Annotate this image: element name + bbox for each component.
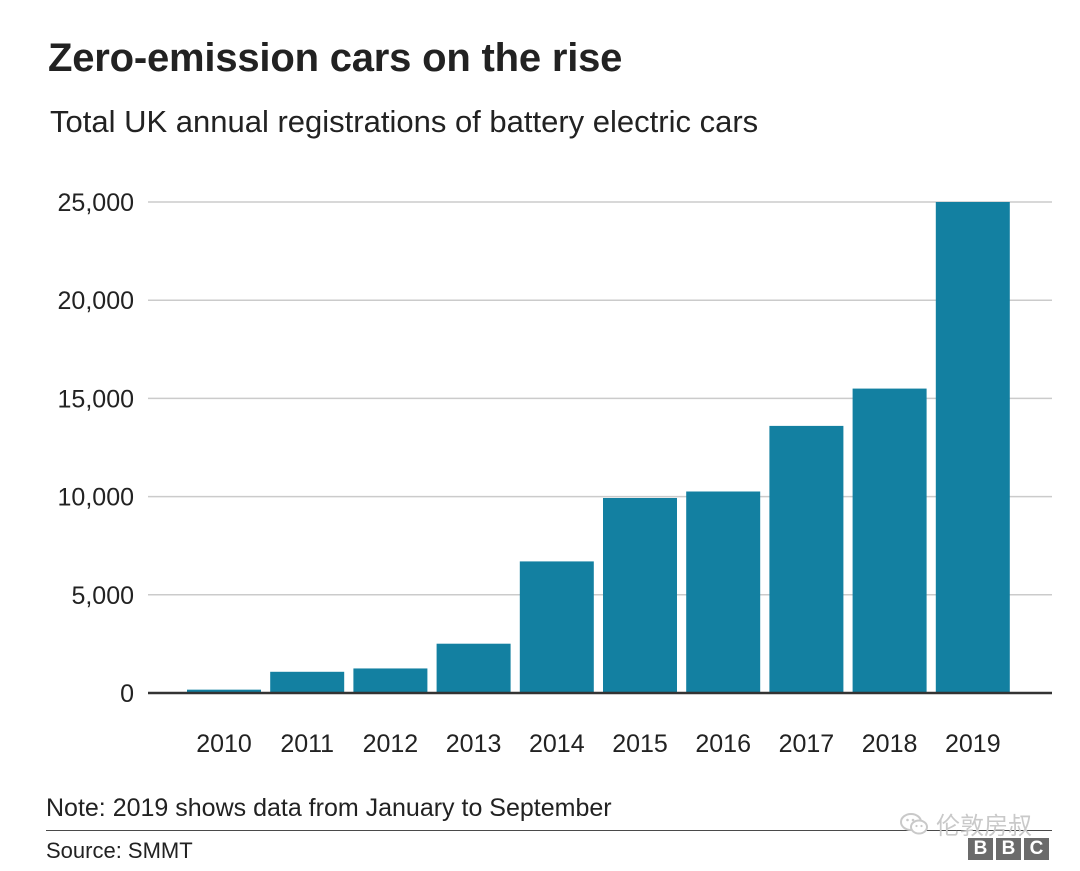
y-tick-label: 15,000 bbox=[58, 385, 134, 413]
bbc-logo-letter: B bbox=[996, 838, 1021, 860]
x-tick-label: 2012 bbox=[363, 730, 419, 758]
bar bbox=[769, 425, 844, 693]
bbc-logo: B B C bbox=[968, 838, 1049, 860]
bar bbox=[519, 561, 594, 693]
x-tick-label: 2015 bbox=[612, 730, 668, 758]
bar bbox=[852, 388, 927, 693]
x-tick-label: 2013 bbox=[446, 730, 502, 758]
bar bbox=[935, 202, 1010, 693]
x-tick-label: 2018 bbox=[862, 730, 918, 758]
y-tick-label: 20,000 bbox=[58, 287, 134, 315]
y-axis-tick-labels: 0 5,000 10,000 15,000 20,000 25,000 bbox=[58, 189, 134, 708]
bars bbox=[187, 202, 1010, 693]
watermark: 伦敦房叔 bbox=[900, 806, 1032, 841]
x-tick-label: 2010 bbox=[196, 730, 252, 758]
y-tick-label: 25,000 bbox=[58, 189, 134, 217]
bar bbox=[603, 497, 677, 693]
bar bbox=[686, 491, 761, 693]
chart-source: Source: SMMT bbox=[46, 838, 193, 863]
chart-title: Zero-emission cars on the rise bbox=[48, 36, 623, 80]
x-tick-label: 2016 bbox=[695, 730, 751, 758]
bbc-logo-letter: C bbox=[1024, 838, 1049, 860]
x-axis-tick-labels: 2010 2011 2012 2013 2014 2015 2016 2017 2018 2019 bbox=[196, 730, 1000, 758]
chart-note: Note: 2019 shows data from January to Se… bbox=[46, 794, 612, 822]
y-tick-label: 10,000 bbox=[58, 484, 134, 512]
bar bbox=[270, 671, 345, 693]
wechat-icon bbox=[900, 812, 928, 834]
bar bbox=[436, 643, 511, 693]
bbc-logo-letter: B bbox=[968, 838, 993, 860]
y-tick-label: 0 bbox=[120, 680, 134, 708]
footer-divider bbox=[46, 830, 1052, 831]
x-tick-label: 2017 bbox=[779, 730, 835, 758]
y-tick-label: 5,000 bbox=[71, 582, 134, 610]
bar bbox=[353, 668, 428, 693]
x-tick-label: 2011 bbox=[280, 730, 334, 758]
x-tick-label: 2014 bbox=[529, 730, 585, 758]
watermark-text: 伦敦房叔 bbox=[936, 813, 1032, 840]
bar bbox=[187, 689, 261, 693]
chart-subtitle: Total UK annual registrations of battery… bbox=[50, 104, 759, 139]
x-tick-label: 2019 bbox=[945, 730, 1001, 758]
